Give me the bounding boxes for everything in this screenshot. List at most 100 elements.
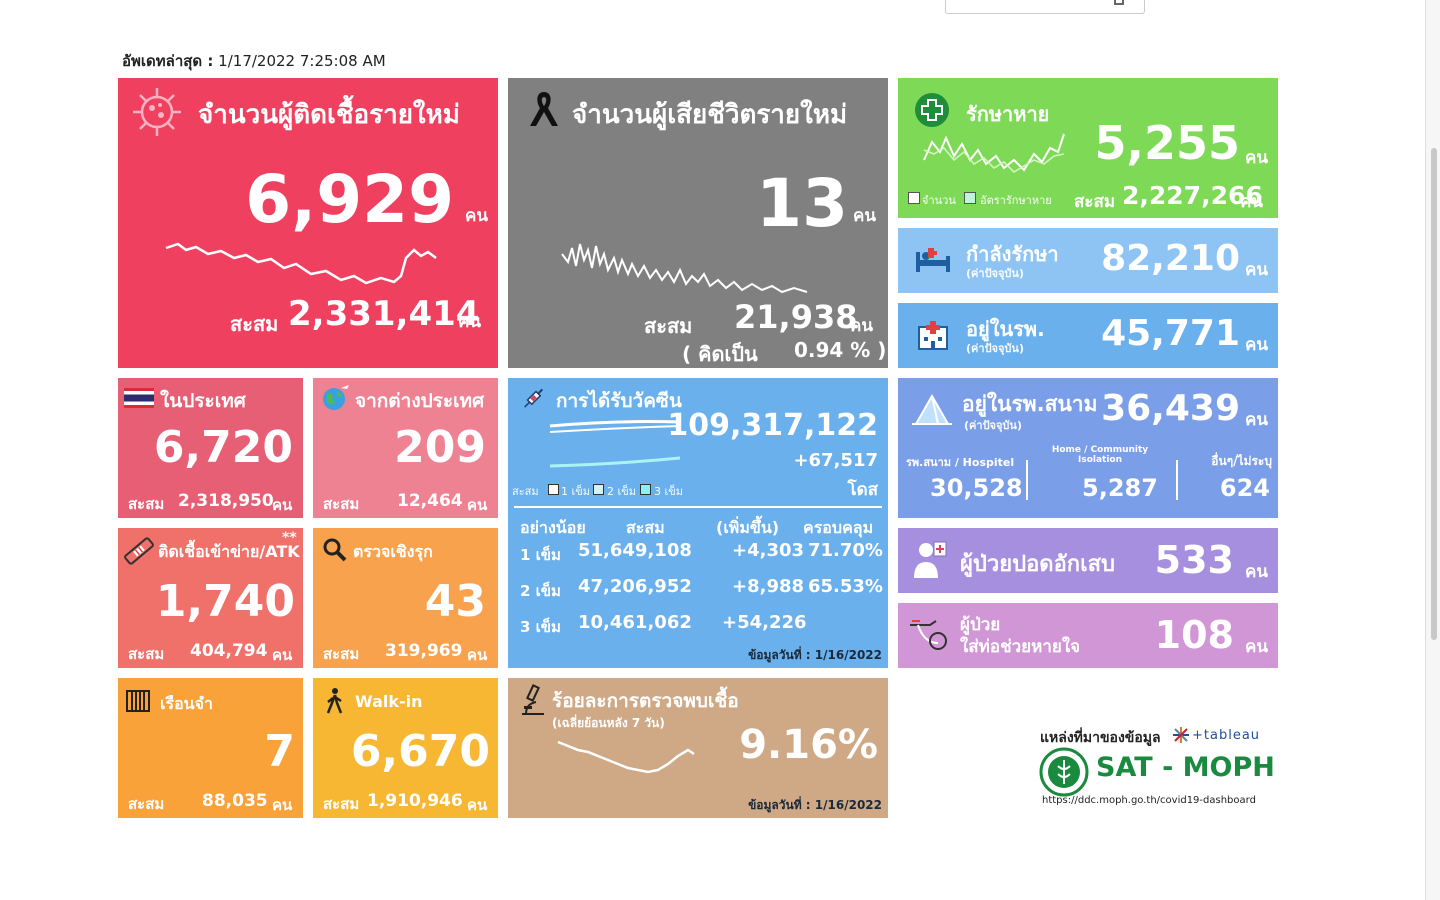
vaccine-row3-dose: 3 เข็ม xyxy=(520,618,561,636)
legend-dose2-checkbox[interactable] xyxy=(593,484,604,495)
ventilator-unit: คน xyxy=(1245,637,1268,657)
moph-seal-icon xyxy=(1039,747,1089,797)
positivity-sub: (เฉลี่ยย้อนหลัง 7 วัน) xyxy=(552,716,665,730)
legend-dose2-label: 2 เข็ม xyxy=(607,485,637,498)
walkin-cum: 1,910,946 xyxy=(367,791,463,811)
active-search-cum-label: สะสม xyxy=(323,645,360,663)
vaccine-date: ข้อมูลวันที่ : 1/16/2022 xyxy=(748,648,882,662)
vaccine-title: การได้รับวัคซีน xyxy=(556,390,682,412)
vaccine-card[interactable]: การได้รับวัคซีน 109,317,122 +67,517 โดส … xyxy=(508,378,888,668)
atk-mark: ** xyxy=(282,530,297,546)
atk-cum-label: สะสม xyxy=(128,645,165,663)
prison-value: 7 xyxy=(264,726,295,777)
prison-bars-icon xyxy=(126,690,150,712)
pneumonia-card[interactable]: ผู้ป่วยปอดอักเสบ 533 คน xyxy=(898,528,1278,593)
hospital-bed-icon xyxy=(916,248,950,272)
domestic-cum-unit: คน xyxy=(272,496,293,514)
globe-plane-icon xyxy=(323,385,349,410)
legend-dose1-checkbox[interactable] xyxy=(548,484,559,495)
recovered-cum-unit: คน xyxy=(1240,192,1263,212)
prison-title: เรือนจำ xyxy=(160,694,213,713)
vaccine-legend-label: สะสม xyxy=(512,485,539,498)
field-hospital-col3-label: อื่นๆ/ไม่ระบุ xyxy=(1211,454,1272,468)
treating-unit: คน xyxy=(1245,260,1268,280)
positivity-card[interactable]: ร้อยละการตรวจพบเชื้อ (เฉลี่ยย้อนหลัง 7 ว… xyxy=(508,678,888,818)
legend-count-checkbox[interactable] xyxy=(908,192,920,204)
vaccine-unit: โดส xyxy=(847,480,878,500)
tableau-logo-icon xyxy=(1173,727,1189,743)
treating-card[interactable]: กำลังรักษา (ค่าปัจจุบัน) 82,210 คน xyxy=(898,228,1278,293)
calendar-icon xyxy=(1114,0,1124,5)
field-hospital-card[interactable]: อยู่ในรพ.สนาม (ค่าปัจจุบัน) 36,439 คน รพ… xyxy=(898,378,1278,518)
legend-rate-checkbox[interactable] xyxy=(964,192,976,204)
legend-dose3-checkbox[interactable] xyxy=(640,484,651,495)
atk-value: 1,740 xyxy=(155,576,295,627)
new-cases-cum: 2,331,414 xyxy=(288,294,480,334)
recovered-unit: คน xyxy=(1245,148,1268,168)
new-cases-trend-sparkline xyxy=(165,242,437,285)
vaccine-row3-cum: 10,461,062 xyxy=(578,612,692,633)
scrollbar-thumb[interactable] xyxy=(1431,148,1437,640)
tent-icon xyxy=(912,393,952,425)
active-search-cum: 319,969 xyxy=(385,641,463,661)
positivity-title: ร้อยละการตรวจพบเชื้อ xyxy=(552,690,739,712)
medical-cross-icon xyxy=(915,93,949,127)
new-cases-title: จำนวนผู้ติดเชื้อรายใหม่ xyxy=(198,100,460,130)
vaccine-header-inc: (เพิ่มขึ้น) xyxy=(716,518,780,537)
active-search-card[interactable]: ตรวจเชิงรุก 43 สะสม 319,969 คน xyxy=(313,528,498,668)
prison-card[interactable]: เรือนจำ 7 สะสม 88,035 คน xyxy=(118,678,303,818)
recovered-card[interactable]: รักษาหาย 5,255 คน จำนวน อัตรารักษาหาย สะ… xyxy=(898,78,1278,218)
atk-cum-unit: คน xyxy=(272,646,293,664)
field-hospital-col2-label: Home / Community Isolation xyxy=(1051,445,1149,465)
treating-value: 82,210 xyxy=(1101,238,1240,279)
new-cases-cum-label: สะสม xyxy=(230,312,279,336)
domestic-card[interactable]: ในประเทศ 6,720 สะสม 2,318,950 คน xyxy=(118,378,303,518)
vaccine-row2-cum: 47,206,952 xyxy=(578,576,692,597)
imported-card[interactable]: จากต่างประเทศ 209 สะสม 12,464 คน xyxy=(313,378,498,518)
new-cases-card[interactable]: จำนวนผู้ติดเชื้อรายใหม่ 6,929 คน สะสม 2,… xyxy=(118,78,498,368)
walkin-card[interactable]: Walk-in 6,670 สะสม 1,910,946 คน xyxy=(313,678,498,818)
ventilator-card[interactable]: ผู้ป่วย ใส่ท่อช่วยหายใจ 108 คน xyxy=(898,603,1278,668)
imported-value: 209 xyxy=(394,422,486,473)
new-deaths-cum-unit: คน xyxy=(850,316,873,336)
legend-dose1-label: 1 เข็ม xyxy=(561,485,591,498)
new-deaths-card[interactable]: จำนวนผู้เสียชีวิตรายใหม่ 13 คน สะสม 21,9… xyxy=(508,78,888,368)
hospital-building-icon xyxy=(918,321,948,350)
vertical-scrollbar[interactable] xyxy=(1425,0,1440,900)
walking-person-icon xyxy=(326,688,343,714)
atk-card[interactable]: ติดเชื้อเข้าข่าย/ATK ** 1,740 สะสม 404,7… xyxy=(118,528,303,668)
last-updated: อัพเดทล่าสุด : 1/17/2022 7:25:08 AM xyxy=(122,49,386,73)
field-hospital-divider1 xyxy=(1026,460,1028,500)
walkin-value: 6,670 xyxy=(350,726,490,777)
positivity-trend-sparkline xyxy=(557,740,695,774)
domestic-cum: 2,318,950 xyxy=(178,491,274,511)
ventilator-title1: ผู้ป่วย xyxy=(960,615,1001,635)
walkin-cum-label: สะสม xyxy=(323,795,360,813)
hospital-card[interactable]: อยู่ในรพ. (ค่าปัจจุบัน) 45,771 คน xyxy=(898,303,1278,368)
test-kit-icon xyxy=(124,537,154,565)
domestic-value: 6,720 xyxy=(153,422,293,473)
imported-title: จากต่างประเทศ xyxy=(355,390,485,412)
field-hospital-col1: 30,528 xyxy=(930,474,1023,502)
new-cases-unit: คน xyxy=(465,206,488,226)
legend-count-label: จำนวน xyxy=(922,194,956,207)
treating-sub: (ค่าปัจจุบัน) xyxy=(966,267,1024,280)
legend-dose3-label: 3 เข็ม xyxy=(654,485,684,498)
imported-cum-unit: คน xyxy=(467,496,488,514)
positivity-date: ข้อมูลวันที่ : 1/16/2022 xyxy=(748,798,882,812)
atk-title: ติดเชื้อเข้าข่าย/ATK xyxy=(158,542,300,561)
syringe-icon xyxy=(524,388,544,408)
prison-cum: 88,035 xyxy=(202,791,268,811)
new-deaths-value: 13 xyxy=(756,165,848,242)
vaccine-delta: +67,517 xyxy=(793,450,878,471)
walkin-title: Walk-in xyxy=(355,692,423,711)
top-search-input[interactable] xyxy=(945,0,1145,14)
vaccine-row2-inc: +8,988 xyxy=(732,576,805,597)
magnifier-icon xyxy=(323,538,347,562)
thai-flag-icon xyxy=(124,388,154,408)
hospital-title: อยู่ในรพ. xyxy=(966,317,1045,341)
new-deaths-pct-prefix: ( คิดเป็น xyxy=(682,342,758,366)
source-url[interactable]: https://ddc.moph.go.th/covid19-dashboard xyxy=(1042,795,1256,806)
positivity-value: 9.16% xyxy=(739,722,878,768)
walkin-cum-unit: คน xyxy=(467,796,488,814)
